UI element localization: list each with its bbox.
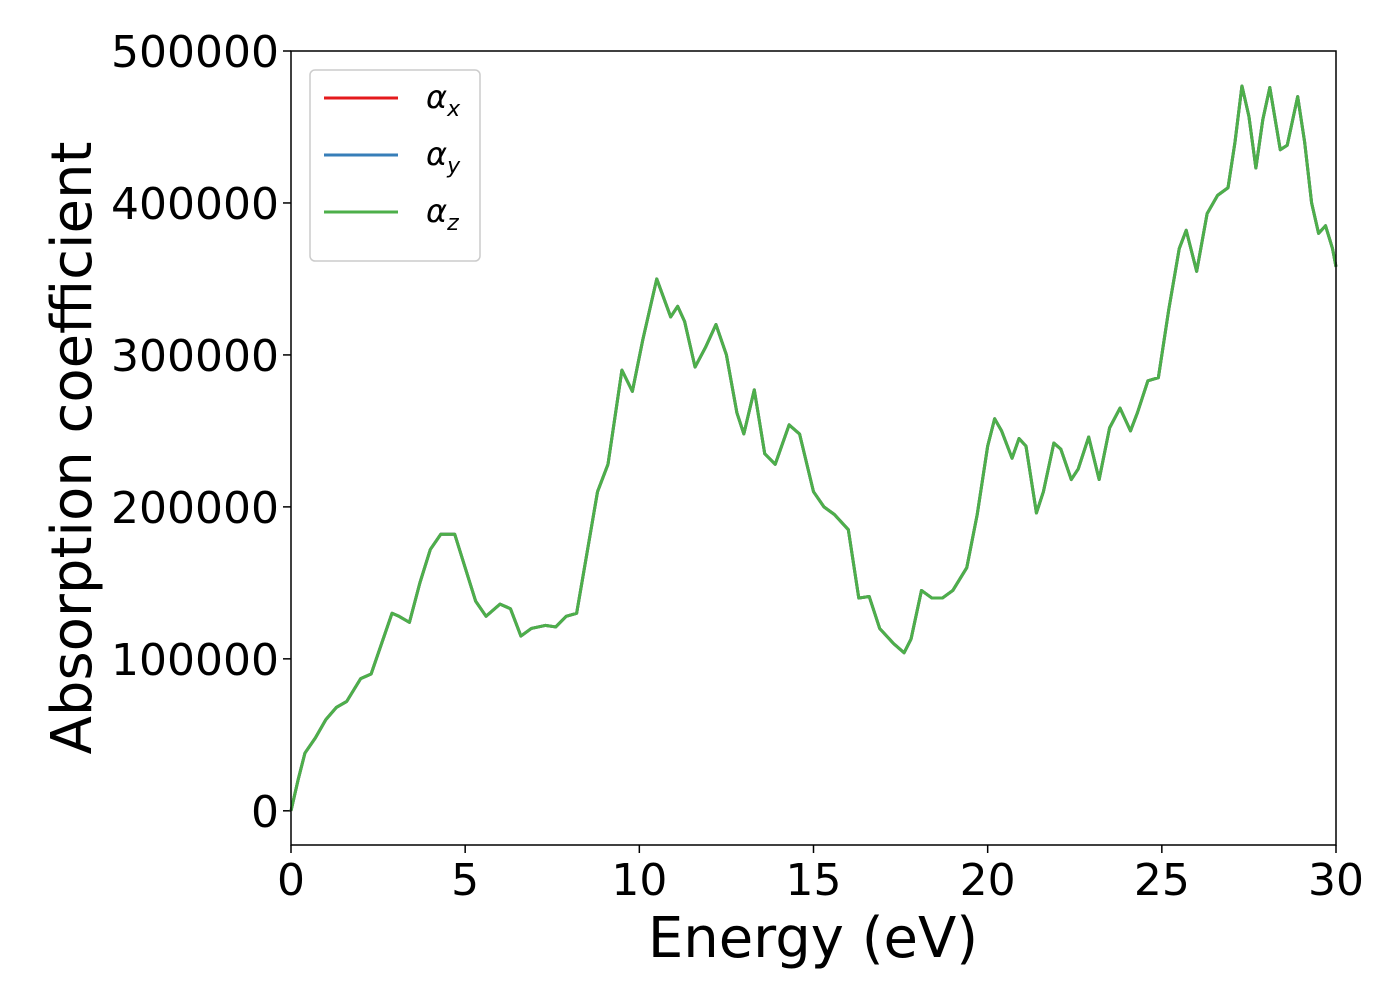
plot-frame [290,50,1337,846]
y-tick-label: 0 [251,787,279,838]
y-tick-label: 500000 [111,27,279,78]
x-tick-label: 30 [1308,855,1364,906]
x-tick-label: 15 [786,855,842,906]
x-tick-label: 0 [277,855,305,906]
y-tick-label: 400000 [111,179,279,230]
x-tick-label: 20 [960,855,1016,906]
x-tick-label: 10 [611,855,667,906]
y-tick-label: 200000 [111,483,279,534]
x-tick-label: 25 [1134,855,1190,906]
series-line [289,84,1338,812]
x-tick-label: 5 [451,855,479,906]
y-tick-label: 300000 [111,331,279,382]
y-tick-label: 100000 [111,635,279,686]
y-axis-label: Absorption coefficient [40,142,105,755]
x-axis-label: Energy (eV) [648,906,978,971]
